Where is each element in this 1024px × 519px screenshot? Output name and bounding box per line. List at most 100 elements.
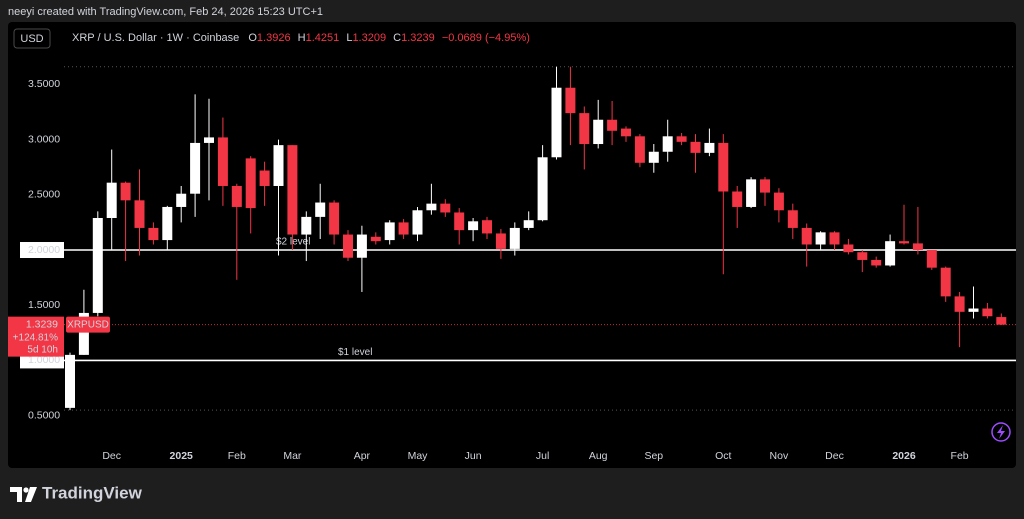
candle-body (926, 250, 937, 268)
candle-body (217, 137, 228, 186)
candle-body (871, 259, 882, 266)
ohlc-value: 1.3926 (257, 32, 291, 44)
chart: $2 level $1 level 0.5000 1.0000 1.5000 2.0000… (8, 66, 1016, 462)
candle-body (704, 142, 715, 153)
currency[interactable]: USD (20, 33, 43, 45)
candle-body (301, 216, 312, 235)
currency-box[interactable] (13, 28, 51, 49)
candle-body (120, 182, 131, 201)
level-label: $1 level (338, 347, 372, 358)
candle-body (412, 210, 423, 235)
candle-body (468, 221, 479, 231)
candle-body (509, 227, 520, 249)
brand[interactable]: TradingView (42, 483, 143, 502)
candle-body (162, 206, 173, 241)
candle-body (857, 252, 868, 260)
y-tick-label: 3.0000 (28, 133, 60, 145)
candle-body (495, 233, 506, 249)
y-tick-label: 1.0000 (28, 354, 60, 366)
ohlc-label: H (298, 32, 306, 44)
y-tick-label: 2.0000 (28, 244, 60, 256)
x-tick-label: Mar (283, 450, 302, 462)
y-tick-label: 3.5000 (28, 78, 60, 90)
symbol-tag (66, 316, 110, 333)
assistant-icon[interactable] (991, 422, 1011, 442)
candle-body (593, 119, 604, 145)
candle-body (426, 203, 437, 211)
candle-body (329, 202, 340, 235)
x-tick-label: Apr (354, 450, 371, 462)
candle-body (954, 296, 965, 312)
candle-body (190, 142, 201, 194)
y-tick-label: 0.5000 (28, 409, 60, 421)
legend: XRP / U.S. Dollar · 1W · Coinbase O1.392… (72, 32, 530, 44)
x-tick-label: Nov (770, 450, 789, 462)
candle-body (384, 222, 395, 241)
candle-body (690, 141, 701, 153)
candle-body (356, 234, 367, 258)
logo-mark[interactable] (23, 487, 29, 493)
y-tick-highlight (20, 242, 64, 259)
brand-logo[interactable]: TradingView (10, 483, 143, 502)
candle-body (968, 308, 979, 312)
icon-bolt[interactable] (997, 425, 1005, 439)
candle-body (607, 119, 618, 131)
candle-body (343, 234, 353, 258)
x-tick-label: Jun (465, 450, 482, 462)
candle-body (398, 222, 409, 235)
symbol-tag-label: XRPUSD (67, 319, 109, 330)
icon-ring[interactable] (991, 422, 1011, 442)
symbol: XRP / U.S. Dollar · 1W · Coinbase (72, 32, 239, 44)
candle-body (912, 243, 923, 251)
candle-body (106, 182, 117, 218)
level-label: $2 level (276, 237, 310, 248)
candle-body (370, 236, 381, 242)
x-tick-label: Dec (102, 450, 121, 462)
x-tick-label: Feb (228, 450, 246, 462)
candle-body (662, 136, 673, 152)
y-tick-label: 1.5000 (28, 299, 60, 311)
candle-body (746, 179, 757, 207)
x-tick-label: May (408, 450, 429, 462)
candle-body (176, 193, 187, 207)
candle-body (92, 217, 103, 313)
candle-body (287, 145, 298, 235)
candle-body (231, 185, 242, 207)
x-tick-label: 2026 (892, 450, 916, 462)
ohlc-label: C (393, 32, 401, 44)
candle-body (940, 267, 951, 297)
ohlc-value: 1.3209 (352, 32, 386, 44)
candle-body (843, 244, 854, 253)
x-tick-label: Dec (825, 450, 844, 462)
caption: neeyi created with TradingView.com, Feb … (8, 6, 323, 18)
ohlc-label: O (248, 32, 257, 44)
price-tag (8, 316, 64, 357)
candle-body (648, 151, 659, 163)
candle-body (579, 113, 590, 145)
candle-body (732, 191, 743, 207)
candle-body (523, 220, 534, 228)
price-tag-value: 1.3239 (26, 318, 58, 330)
logo-mark[interactable] (10, 487, 22, 502)
candle-body (621, 128, 631, 137)
candle-body (996, 317, 1007, 325)
x-tick-label: Aug (589, 450, 608, 462)
candle-body (273, 145, 284, 186)
candle-body (885, 241, 896, 266)
candle-body (482, 220, 492, 234)
candle-body (78, 312, 89, 355)
y-tick-label: 2.5000 (28, 189, 60, 201)
candle-body (718, 142, 729, 192)
candle-body (801, 227, 812, 245)
logo-mark[interactable] (25, 487, 37, 502)
x-tick-label: Feb (951, 450, 969, 462)
candle-body (773, 192, 784, 211)
ohlc-label: L (346, 32, 352, 44)
x-tick-label: Oct (715, 450, 731, 462)
ohlc-value: 1.3239 (401, 32, 435, 44)
candle-body (454, 212, 465, 231)
candle-body (760, 179, 770, 193)
candle-body (551, 87, 562, 158)
